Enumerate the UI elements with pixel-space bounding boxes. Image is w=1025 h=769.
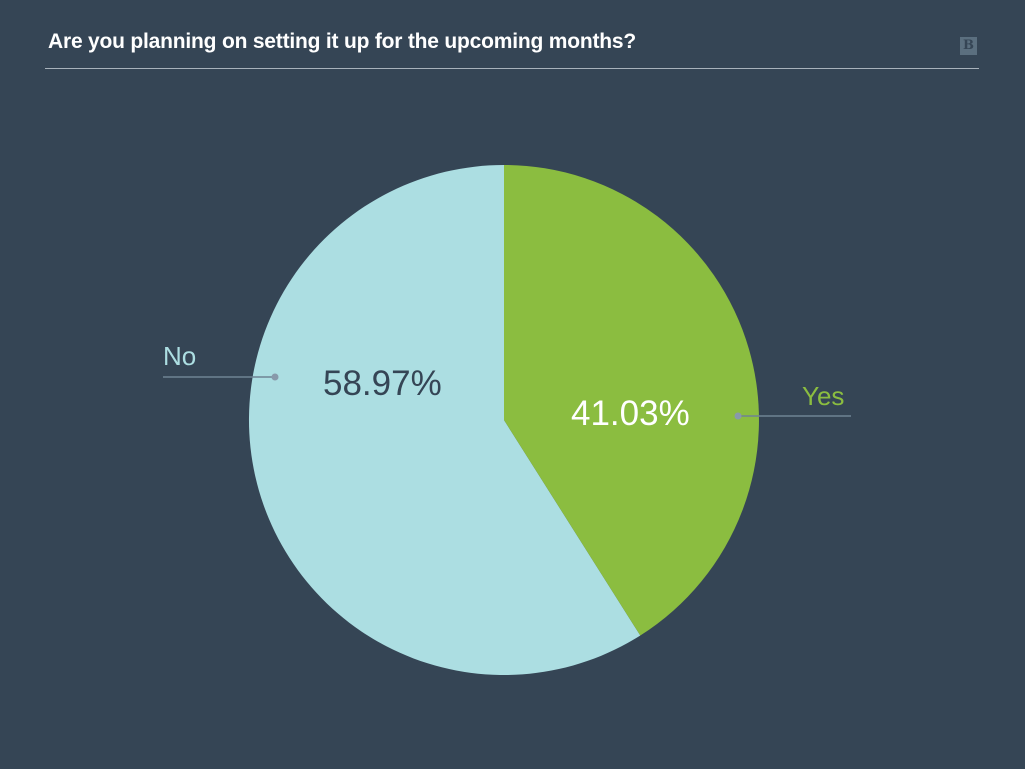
- yes-percent: 41.03%: [571, 394, 690, 433]
- no-leader-dot: [271, 373, 279, 381]
- pie-slice-yes: [504, 165, 759, 636]
- yes-leader-dot: [734, 412, 742, 420]
- title-divider: [45, 68, 979, 69]
- pie-slice-no: [248, 165, 641, 675]
- no-percent: 58.97%: [323, 364, 442, 403]
- no-label: No: [163, 341, 196, 371]
- chart-title: Are you planning on setting it up for th…: [48, 30, 637, 53]
- yes-label: Yes: [802, 381, 844, 411]
- brand-logo-icon: B: [960, 37, 977, 55]
